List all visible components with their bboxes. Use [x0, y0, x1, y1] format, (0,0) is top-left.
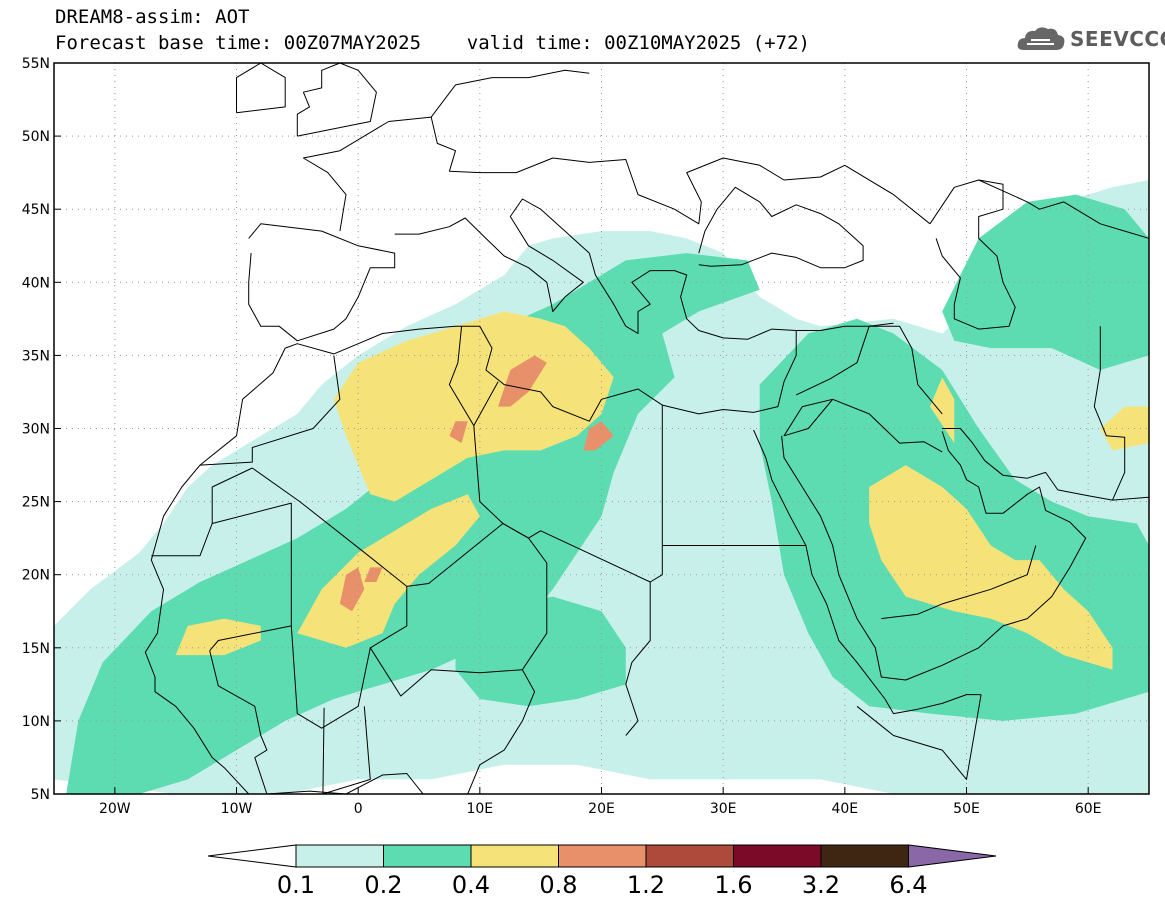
colorbar-level-label: 0.1 [277, 871, 315, 899]
aot-colorbar: 0.1 0.2 0.4 0.8 1.2 1.6 3.2 6.4 [207, 844, 997, 899]
lon-tick-label: 20W [99, 801, 131, 817]
colorbar-level-label: 6.4 [889, 871, 927, 899]
colorbar-swatch [470, 844, 559, 868]
colorbar-level-label: 1.6 [714, 871, 752, 899]
lat-tick-label: 45N [22, 202, 50, 218]
aot-region-arabia-core [869, 465, 1113, 670]
border-syria-iraq [795, 326, 870, 396]
title-variable: DREAM8-assim: AOT [55, 6, 250, 28]
border-somalia [856, 694, 982, 780]
aot-region-north-africa-core [333, 311, 614, 502]
colorbar-level-label: 0.8 [539, 871, 577, 899]
lon-tick-label: 10E [466, 801, 493, 817]
border-britain [296, 63, 377, 137]
colorbar-level-label: 3.2 [802, 871, 840, 899]
border-central-europe [430, 69, 590, 118]
lat-tick-label: 35N [22, 348, 50, 364]
lon-tick-label: 20E [588, 801, 615, 817]
logo-text: SEEVCCC [1070, 27, 1165, 51]
aot-contour-fill [54, 180, 1149, 794]
lon-tick-label: 0 [354, 801, 363, 817]
colorbar-level-label: 1.2 [627, 871, 665, 899]
colorbar-swatch [645, 844, 734, 868]
aot-region-gulf-patch [930, 377, 955, 444]
lat-tick-label: 40N [22, 275, 50, 291]
border-algeria-mali [252, 467, 504, 587]
aot-region-tunisia-hotspot [498, 355, 547, 407]
border-tunisia-border [448, 326, 475, 426]
title-times: Forecast base time: 00Z07MAY2025 valid t… [55, 32, 810, 54]
border-caspian-sea [929, 179, 1016, 330]
aot-region-mali-spot [339, 567, 365, 612]
border-red-sea-west [753, 429, 982, 715]
colorbar-swatch [733, 844, 822, 868]
aot-region-algeria-spot [449, 421, 468, 444]
lat-tick-label: 30N [22, 422, 50, 438]
aot-region-mali-spot-2 [364, 567, 383, 582]
lon-tick-label: 30E [710, 801, 737, 817]
colorbar-level-label: 0.4 [452, 871, 490, 899]
border-west-africa-inner [290, 625, 371, 729]
colorbar-swatch [820, 844, 909, 868]
border-europe-east [388, 116, 931, 225]
border-iran-afghan [1093, 326, 1126, 501]
colorbar-right-arrow [908, 844, 997, 868]
border-iberia-coast [248, 223, 396, 342]
border-morocco-algeria [199, 355, 341, 466]
border-iran-coast [942, 428, 1149, 501]
colorbar-left-arrow [207, 844, 297, 868]
lon-tick-label: 60E [1075, 801, 1102, 817]
colorbar-swatch [295, 844, 384, 868]
border-saudi-south [881, 545, 1037, 620]
colorbar-swatch [383, 844, 472, 868]
lon-tick-label: 40E [831, 801, 858, 817]
lat-tick-label: 50N [22, 129, 50, 145]
lat-tick-label: 15N [22, 641, 50, 657]
lat-tick-label: 5N [31, 787, 50, 803]
seevccc-logo: SEEVCCC [1016, 22, 1165, 56]
lat-tick-label: 20N [22, 568, 50, 584]
aot-region-sahara-plume [297, 494, 480, 648]
border-niger-border [369, 523, 548, 697]
lon-tick-label: 50E [953, 801, 980, 817]
aot-region-sahel-east-band [455, 596, 626, 707]
lat-lon-grid [54, 63, 1149, 794]
border-chad-sudan [625, 582, 651, 736]
border-kazakh-border [978, 179, 1149, 239]
lat-tick-label: 25N [22, 495, 50, 511]
border-ghana-togo [322, 706, 371, 794]
lat-tick-label: 55N [22, 56, 50, 72]
border-turkey-syria [796, 322, 894, 331]
lat-tick-label: 10N [22, 714, 50, 730]
border-iraq-border [869, 325, 943, 415]
border-france-coast [302, 121, 389, 232]
border-gulf-of-guinea-coast [266, 773, 424, 794]
colorbar-level-label: 0.2 [364, 871, 402, 899]
country-borders [144, 63, 1149, 794]
aot-region-caspian-band [942, 194, 1149, 370]
border-black-sea [698, 186, 864, 269]
border-saudi-borders [783, 398, 943, 453]
lon-tick-label: 10W [221, 801, 253, 817]
border-red-sea-east [781, 431, 1087, 681]
border-libya-borders [473, 381, 663, 583]
border-guinea-borders [209, 650, 268, 794]
border-nigeria-cameroon [467, 669, 536, 794]
axis-ticks: 20W 10W 0 10E 20E 30E 40E 50E 60E 55N 50N 45N 40N 35N… [22, 56, 1102, 817]
cloud-icon [1017, 27, 1065, 50]
aot-region-senegal-patch [175, 618, 261, 656]
aot-region-iran-patch [1100, 406, 1149, 451]
colorbar-swatch [558, 844, 647, 868]
border-med-north-coast [144, 198, 797, 794]
border-ireland [236, 63, 286, 114]
